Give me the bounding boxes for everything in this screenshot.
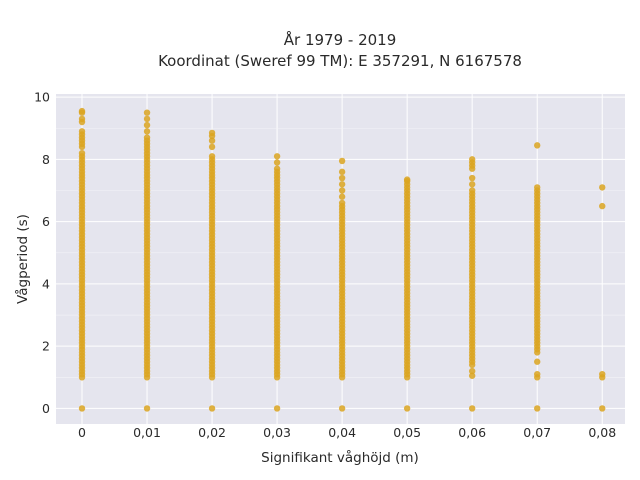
data-point bbox=[208, 153, 216, 160]
x-tick-label: 0,05 bbox=[393, 425, 421, 440]
x-tick-label: 0,02 bbox=[198, 425, 226, 440]
data-point bbox=[143, 115, 151, 123]
data-point bbox=[78, 128, 86, 135]
x-tick-label: 0,08 bbox=[588, 425, 616, 440]
data-point bbox=[338, 174, 346, 182]
y-tick-label: 2 bbox=[42, 339, 50, 354]
x-axis-title: Signifikant våghöjd (m) bbox=[261, 449, 419, 466]
data-point bbox=[208, 143, 216, 151]
data-point bbox=[534, 184, 541, 191]
data-point bbox=[338, 157, 346, 165]
data-point bbox=[273, 405, 281, 412]
y-tick-label: 10 bbox=[34, 90, 50, 105]
data-point bbox=[338, 187, 346, 194]
data-point bbox=[273, 153, 281, 160]
x-tick-label: 0 bbox=[78, 425, 86, 440]
chart-title: År 1979 - 2019 bbox=[284, 30, 397, 49]
data-point bbox=[599, 202, 606, 210]
data-point bbox=[468, 174, 476, 182]
data-point bbox=[338, 168, 346, 176]
data-point bbox=[273, 159, 281, 166]
data-point bbox=[338, 405, 346, 412]
x-tick-label: 0,04 bbox=[328, 425, 356, 440]
data-point bbox=[143, 109, 151, 116]
data-point bbox=[78, 405, 86, 412]
data-point bbox=[534, 142, 541, 149]
x-tick-label: 0,03 bbox=[263, 425, 291, 440]
data-point bbox=[78, 149, 86, 157]
y-axis-ticks: 0 2 4 6 8 10 bbox=[34, 90, 50, 416]
data-point bbox=[534, 358, 541, 365]
data-point bbox=[78, 107, 86, 115]
data-point bbox=[468, 367, 476, 375]
y-tick-label: 6 bbox=[42, 214, 50, 229]
data-point bbox=[273, 165, 281, 172]
data-point bbox=[403, 405, 411, 412]
data-point bbox=[143, 121, 151, 129]
data-point bbox=[403, 367, 411, 375]
y-tick-label: 0 bbox=[42, 401, 50, 416]
data-point bbox=[599, 184, 606, 191]
data-point bbox=[208, 137, 216, 144]
data-point bbox=[468, 156, 476, 163]
chart-subtitle: Koordinat (Sweref 99 TM): E 357291, N 61… bbox=[158, 52, 522, 70]
data-point bbox=[143, 128, 151, 135]
x-tick-label: 0,06 bbox=[458, 425, 486, 440]
data-point bbox=[534, 405, 541, 412]
data-point bbox=[599, 405, 606, 412]
x-axis-ticks: 0 0,01 0,02 0,03 0,04 0,05 0,06 0,07 0,08 bbox=[78, 425, 616, 440]
x-tick-label: 0,01 bbox=[133, 425, 161, 440]
data-point bbox=[208, 405, 216, 412]
data-point bbox=[403, 176, 411, 183]
data-point bbox=[208, 129, 216, 137]
y-tick-label: 8 bbox=[42, 152, 50, 167]
data-point bbox=[338, 181, 346, 188]
data-point bbox=[338, 193, 346, 200]
data-points bbox=[78, 107, 606, 412]
data-point bbox=[78, 115, 86, 123]
data-point bbox=[468, 181, 476, 188]
data-point bbox=[143, 405, 151, 412]
y-axis-title: Vågperiod (s) bbox=[14, 214, 31, 304]
x-tick-label: 0,07 bbox=[523, 425, 551, 440]
data-point bbox=[143, 134, 151, 141]
data-point bbox=[599, 370, 606, 378]
data-point bbox=[534, 370, 541, 378]
data-point bbox=[468, 187, 476, 194]
data-point bbox=[468, 372, 476, 379]
data-point bbox=[468, 405, 476, 412]
data-point bbox=[338, 199, 346, 207]
y-tick-label: 4 bbox=[42, 276, 50, 291]
